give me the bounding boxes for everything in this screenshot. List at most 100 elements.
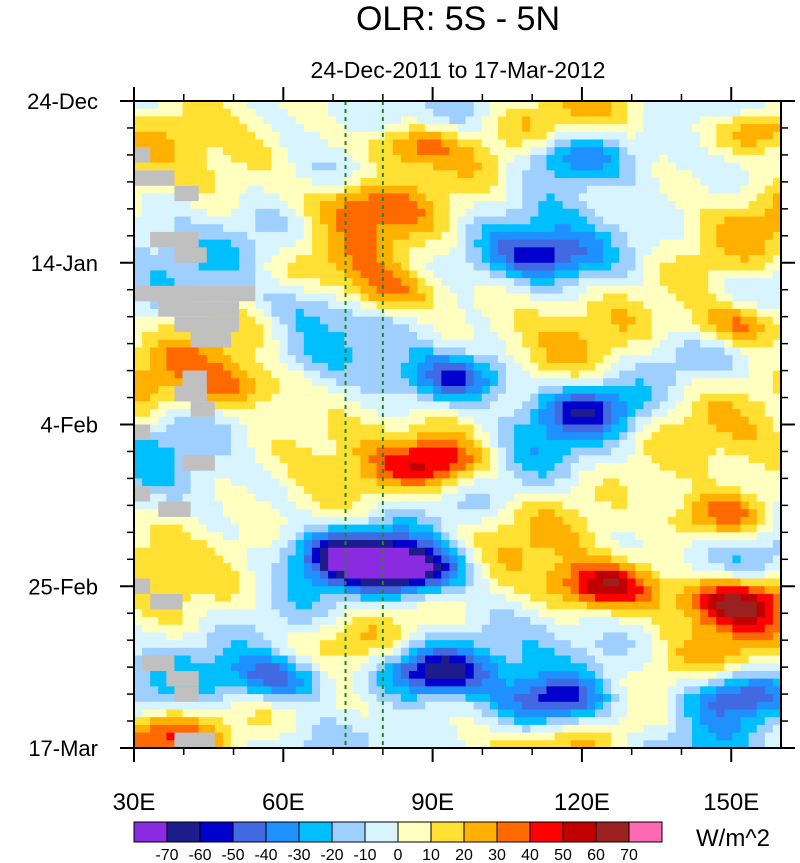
- heatmap-cell: [530, 509, 539, 518]
- heatmap-cell: [287, 424, 297, 433]
- heatmap-cell: [376, 324, 386, 333]
- heatmap-cell: [400, 262, 410, 272]
- heatmap-cell: [497, 393, 507, 402]
- heatmap-cell: [320, 424, 329, 433]
- heatmap-cell: [214, 347, 224, 356]
- heatmap-cell: [247, 308, 256, 318]
- heatmap-cell: [635, 170, 645, 179]
- heatmap-cell: [489, 385, 499, 395]
- heatmap-cell: [465, 424, 475, 433]
- heatmap-cell: [158, 116, 167, 125]
- heatmap-cell: [538, 516, 548, 526]
- heatmap-cell: [320, 463, 329, 472]
- heatmap-cell: [320, 362, 329, 372]
- heatmap-cell: [489, 262, 499, 272]
- heatmap-cell: [772, 532, 781, 541]
- heatmap-cell: [166, 201, 176, 210]
- heatmap-cell: [700, 493, 709, 503]
- heatmap-cell: [214, 540, 224, 549]
- heatmap-cell: [150, 393, 159, 402]
- heatmap-cell: [740, 355, 750, 364]
- heatmap-cell: [433, 362, 442, 372]
- heatmap-cell: [724, 170, 734, 179]
- heatmap-cell: [554, 301, 564, 310]
- heatmap-cell: [772, 424, 781, 433]
- heatmap-cell: [756, 362, 766, 372]
- heatmap-cell: [635, 262, 645, 272]
- heatmap-cell: [231, 131, 240, 141]
- heatmap-cell: [303, 432, 313, 441]
- heatmap-cell: [166, 208, 176, 218]
- heatmap-cell: [530, 540, 539, 549]
- heatmap-cell: [594, 170, 604, 179]
- heatmap-cell: [619, 455, 628, 464]
- heatmap-cell: [271, 224, 281, 233]
- heatmap-cell: [570, 432, 580, 441]
- heatmap-cell: [231, 447, 240, 456]
- heatmap-cell: [311, 308, 321, 318]
- heatmap-cell: [465, 339, 475, 349]
- heatmap-cell: [425, 208, 434, 218]
- heatmap-cell: [651, 316, 661, 325]
- heatmap-cell: [231, 463, 240, 472]
- heatmap-cell: [772, 509, 781, 518]
- heatmap-cell: [190, 470, 200, 480]
- heatmap-cell: [417, 208, 426, 218]
- heatmap-cell: [206, 216, 216, 225]
- heatmap-cell: [522, 547, 531, 557]
- heatmap-cell: [465, 439, 475, 449]
- heatmap-cell: [222, 170, 232, 179]
- heatmap-cell: [320, 101, 329, 110]
- heatmap-cell: [441, 285, 451, 295]
- heatmap-cell: [352, 239, 362, 248]
- heatmap-cell: [611, 154, 620, 164]
- heatmap-cell: [166, 524, 176, 533]
- heatmap-cell: [667, 193, 677, 202]
- heatmap-cell: [562, 185, 572, 195]
- heatmap-cell: [255, 193, 264, 202]
- heatmap-cell: [320, 216, 329, 225]
- heatmap-cell: [603, 493, 612, 503]
- heatmap-cell: [214, 355, 224, 364]
- heatmap-cell: [522, 308, 531, 318]
- heatmap-cell: [352, 231, 362, 241]
- heatmap-cell: [667, 355, 677, 364]
- heatmap-cell: [368, 501, 378, 510]
- heatmap-cell: [724, 347, 734, 356]
- heatmap-cell: [392, 224, 402, 233]
- heatmap-cell: [295, 116, 305, 125]
- heatmap-cell: [279, 131, 289, 141]
- heatmap-cell: [570, 178, 580, 187]
- heatmap-cell: [206, 385, 216, 395]
- heatmap-cell: [384, 308, 394, 318]
- heatmap-cell: [247, 193, 256, 202]
- heatmap-cell: [360, 362, 370, 372]
- heatmap-cell: [619, 239, 628, 248]
- heatmap-cell: [627, 124, 637, 133]
- heatmap-cell: [457, 455, 467, 464]
- heatmap-cell: [497, 378, 507, 387]
- heatmap-cell: [417, 455, 426, 464]
- heatmap-cell: [756, 116, 766, 125]
- heatmap-cell: [627, 101, 637, 110]
- heatmap-cell: [772, 255, 781, 264]
- heatmap-cell: [651, 393, 661, 402]
- heatmap-cell: [481, 339, 491, 349]
- heatmap-cell: [465, 285, 475, 295]
- heatmap-cell: [336, 570, 345, 580]
- heatmap-cell: [295, 239, 305, 248]
- heatmap-cell: [408, 239, 418, 248]
- heatmap-cell: [320, 131, 329, 141]
- heatmap-cell: [417, 293, 426, 302]
- heatmap-cell: [635, 555, 645, 564]
- heatmap-cell: [756, 563, 766, 572]
- heatmap-cell: [352, 355, 362, 364]
- heatmap-cell: [562, 524, 572, 533]
- heatmap-cell: [142, 478, 151, 487]
- heatmap-cell: [457, 563, 467, 572]
- heatmap-cell: [279, 563, 289, 572]
- heatmap-cell: [408, 355, 418, 364]
- heatmap-cell: [271, 509, 281, 518]
- heatmap-cell: [303, 116, 313, 125]
- heatmap-cell: [506, 347, 515, 356]
